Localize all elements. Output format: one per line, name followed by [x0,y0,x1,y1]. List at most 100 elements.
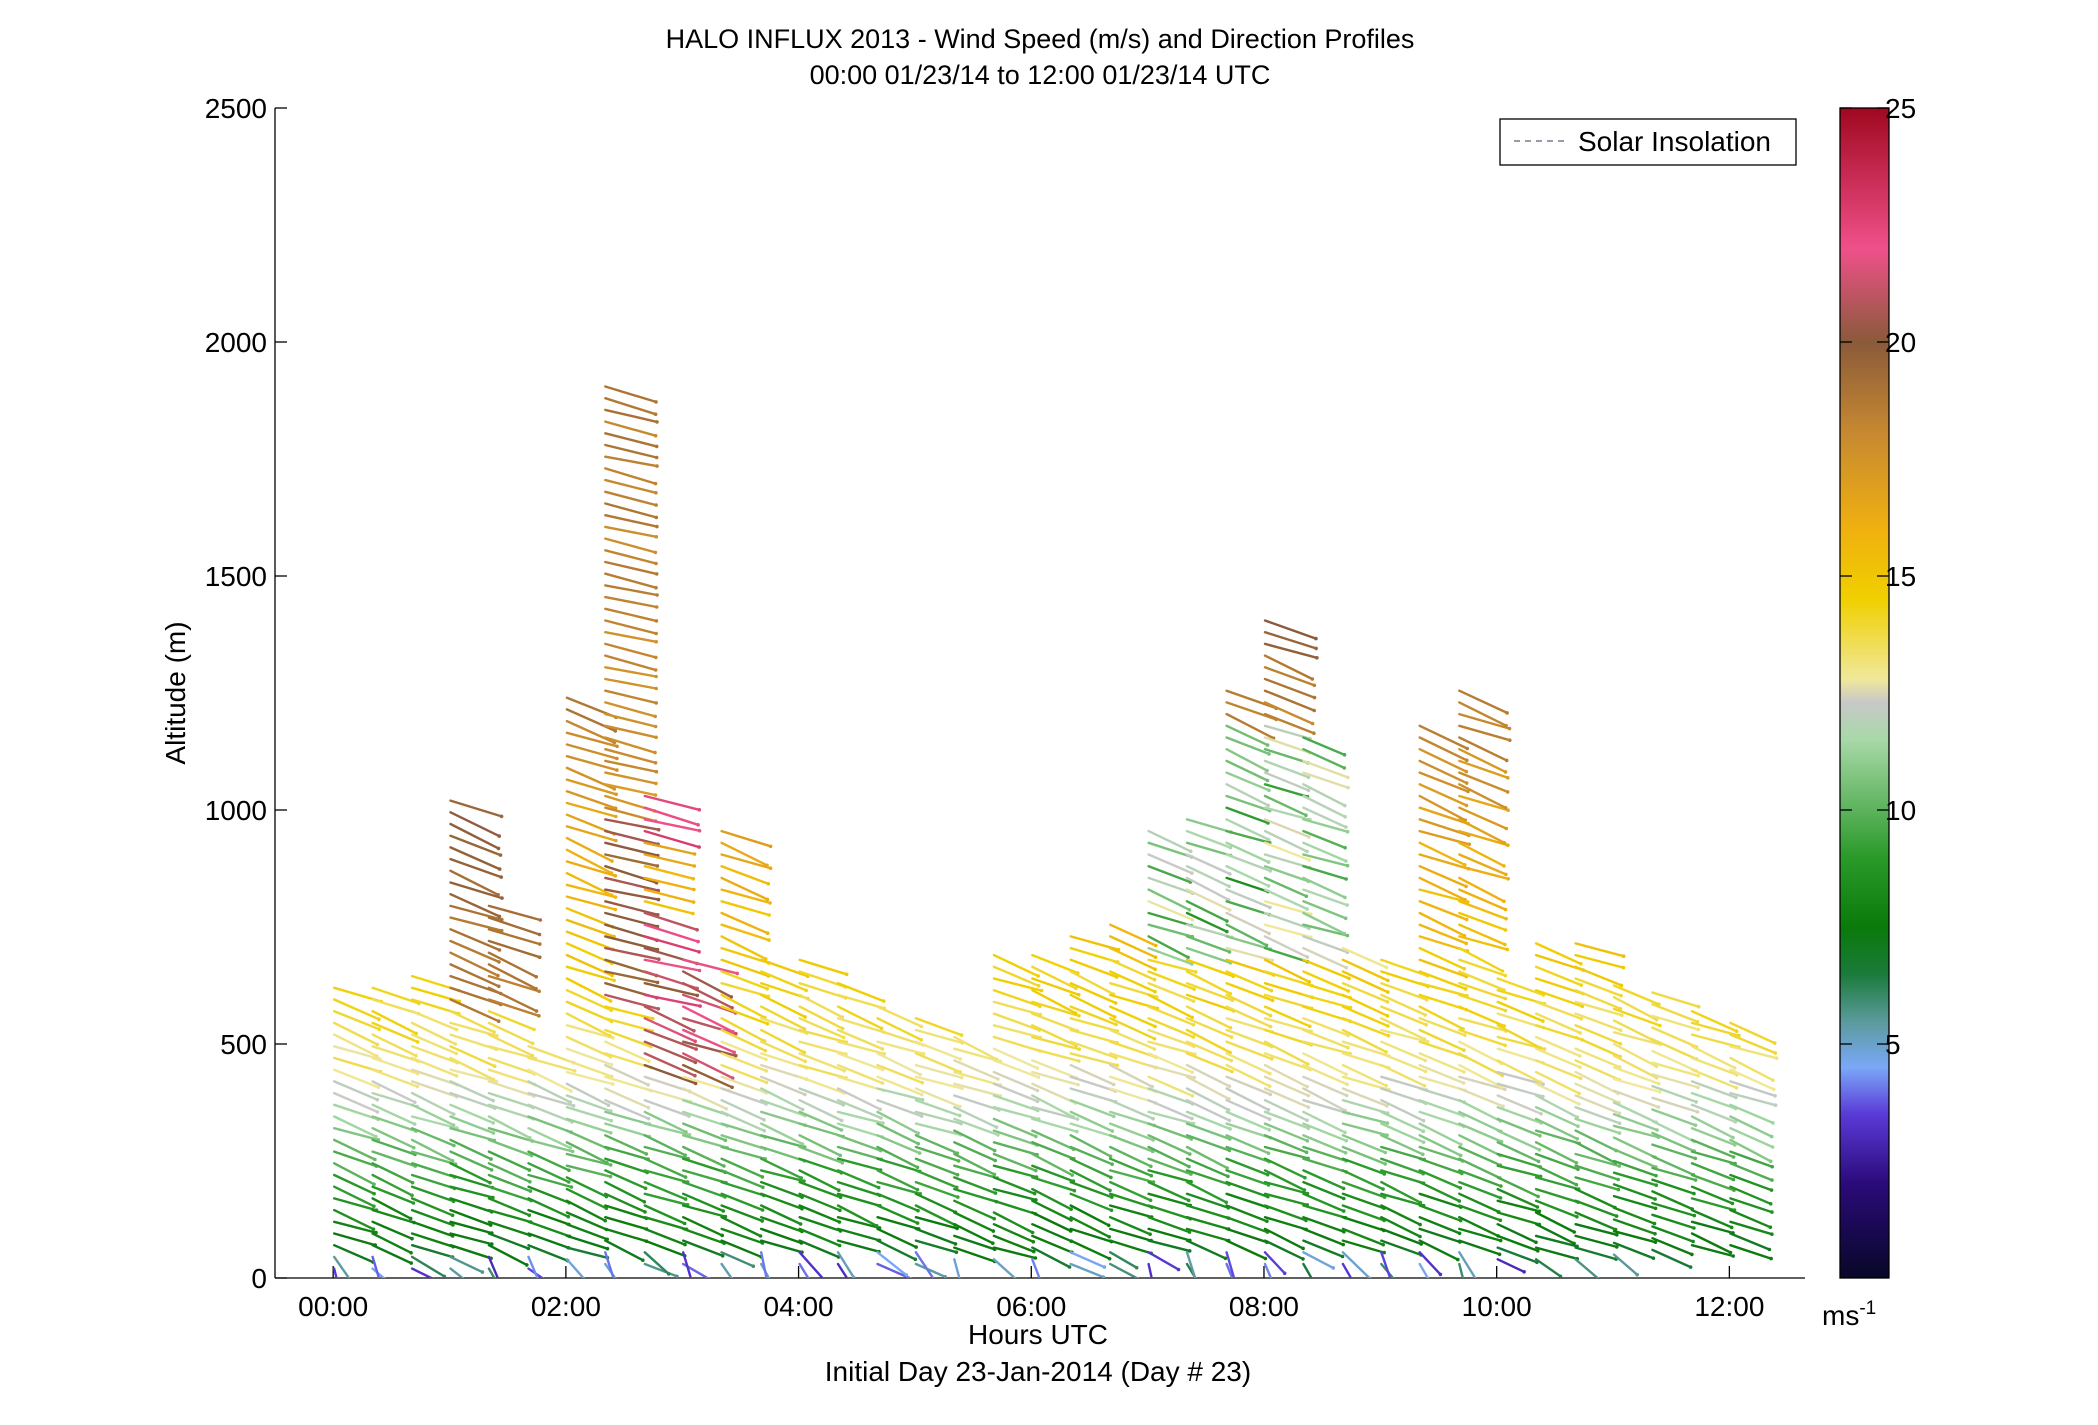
wind-vector-head [837,1220,842,1224]
wind-vector [604,712,657,728]
wind-vector [1069,1075,1117,1093]
wind-vector-head [1504,758,1509,763]
wind-vector [1458,1040,1503,1065]
wind-vector [604,970,659,984]
wind-vector [487,1010,536,1031]
wind-vector [682,970,733,999]
wind-vector-head [1312,708,1316,713]
wind-vector [1458,1075,1507,1091]
legend-label: Solar Insolation [1578,126,1771,157]
wind-vector-head [1101,1275,1106,1278]
wind-vector [487,939,541,959]
wind-vector-head [1769,1188,1774,1192]
wind-vector-head [375,1110,380,1114]
wind-vector [604,502,658,519]
wind-vector [720,1028,767,1052]
wind-vector [1147,1262,1153,1278]
wind-vector [1729,1220,1774,1236]
wind-vector [1225,1227,1269,1244]
wind-vector [1690,1045,1736,1070]
wind-vector [1263,654,1314,681]
wind-vector [604,619,658,635]
wind-vector [604,724,658,739]
wind-vector [1108,1028,1156,1051]
wind-vector-head [765,931,770,935]
wind-vector [1225,1005,1272,1028]
wind-vector-head [654,619,659,623]
wind-vector [1496,1211,1541,1226]
wind-vector-head [1306,1062,1310,1066]
wind-vector [1651,1014,1700,1031]
wind-vector-head [1614,1214,1619,1218]
wind-vector-head [1534,1240,1538,1245]
wind-vector [643,1063,697,1085]
wind-vector-head [1341,1242,1345,1247]
wind-vector [1651,1143,1697,1160]
wind-vector [1458,748,1507,774]
wind-vector [1147,1017,1195,1039]
wind-vector-head [1578,1076,1583,1081]
wind-vector [836,1239,881,1253]
wind-vector [1574,1141,1617,1165]
wind-vector-head [1688,1265,1693,1269]
wind-vector-head [697,828,702,833]
wind-vector-head [612,978,616,983]
wind-vector-head [1148,1232,1152,1236]
wind-vector [720,993,767,1019]
wind-vector [1612,1089,1660,1109]
wind-vector-head [608,999,613,1003]
wind-vector [1302,1122,1348,1142]
wind-vector-head [1423,1069,1428,1074]
wind-vector-head [653,433,658,438]
wind-vector-head [1771,1078,1775,1082]
wind-vector-head [480,1270,485,1274]
wind-vector [1185,1017,1233,1039]
wind-vector [1225,701,1278,721]
wind-vector-head [1383,1162,1387,1166]
wind-vector [604,549,658,565]
wind-vector [604,1063,650,1087]
wind-vector-head [1077,1059,1081,1063]
wind-vector [1147,946,1194,966]
wind-vector [798,1227,841,1247]
wind-vector [565,836,614,863]
wind-vector [643,1204,686,1225]
wind-vector-head [1032,1249,1036,1254]
wind-vector [720,1005,769,1025]
wind-vector [1263,724,1312,740]
wind-vector [1185,829,1232,849]
wind-vector [643,1192,689,1207]
wind-vector [1574,953,1625,969]
wind-vector-head [955,1185,959,1190]
wind-vector-head [655,420,659,424]
wind-vector [1147,970,1196,991]
wind-vector [1651,1108,1697,1127]
wind-vector-head [1458,1186,1463,1190]
wind-vector-head [497,960,501,964]
wind-vector-head [497,984,501,989]
wind-vector [604,993,660,1010]
wind-vector [565,1211,608,1231]
wind-vector-head [497,914,502,919]
wind-vector-head [653,750,657,755]
wind-vector [1651,1213,1696,1230]
wind-vector-head [1769,1159,1773,1164]
wind-vector-head [760,1219,764,1223]
wind-vector-head [730,1076,735,1080]
wind-vector-head [958,1104,962,1109]
wind-vector-head [730,1085,734,1090]
wind-vector [720,1192,764,1212]
wind-vector [1651,1155,1695,1177]
wind-vector [1263,1180,1309,1195]
wind-vector [604,1215,648,1231]
wind-vector-head [880,1081,885,1085]
wind-vector-head [1773,1094,1777,1098]
wind-vector [836,1169,880,1189]
wind-vector [1031,1234,1074,1254]
wind-vector-head [650,1016,655,1021]
wind-vector-head [1657,1081,1661,1086]
wind-vector [1263,876,1308,898]
wind-vector-head [1621,965,1626,970]
wind-vector-head [375,1097,380,1102]
wind-vector [604,1052,653,1069]
